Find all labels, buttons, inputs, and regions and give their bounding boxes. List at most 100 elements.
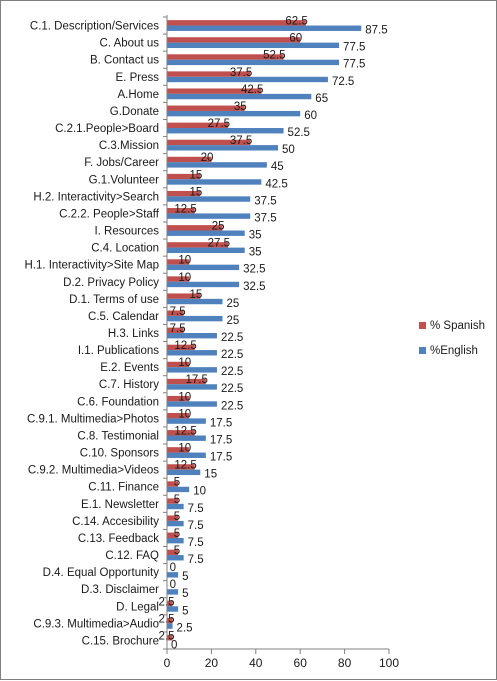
- data-label-english: 77.5: [343, 59, 365, 71]
- data-label-english: 5: [182, 605, 188, 617]
- bar-english: [167, 162, 267, 168]
- category-label: C.9.3. Multimedia>Audio: [33, 618, 159, 630]
- data-label-english: 17.5: [210, 434, 232, 446]
- bar-english: [167, 555, 184, 561]
- data-label-english: 22.5: [221, 383, 243, 395]
- bar-spanish: [167, 310, 184, 316]
- category-label: E. Press: [116, 72, 160, 84]
- legend: % Spanish %English: [419, 320, 485, 357]
- bar-spanish: [167, 71, 251, 77]
- category-label: E.2. Events: [100, 362, 159, 374]
- bar-english: [167, 247, 245, 253]
- data-labels-group: 62.587.56077.552.577.537.572.542.5653560…: [159, 16, 388, 652]
- category-label: D. Legal: [116, 601, 159, 613]
- bars-group: [167, 20, 362, 641]
- bar-spanish: [167, 190, 201, 197]
- data-label-spanish: 10: [178, 272, 191, 284]
- data-label-english: 22.5: [221, 400, 243, 412]
- bar-spanish: [167, 105, 245, 111]
- data-label-english: 37.5: [254, 212, 276, 224]
- data-label-spanish: 15: [190, 289, 203, 301]
- data-label-english: 7.5: [188, 520, 204, 532]
- data-label-spanish: 5: [174, 545, 180, 557]
- data-label-english: 45: [271, 161, 284, 173]
- bar-spanish: [167, 532, 179, 538]
- data-label-spanish: 15: [190, 169, 203, 181]
- category-label: I.1. Publications: [78, 345, 159, 357]
- category-label: C.9.2. Multimedia>Videos: [28, 465, 159, 477]
- data-label-spanish: 42.5: [241, 84, 263, 96]
- data-label-english: 17.5: [210, 417, 232, 429]
- data-label-english: 5: [182, 571, 188, 583]
- data-label-english: 32.5: [243, 281, 265, 293]
- data-label-spanish: 20: [201, 152, 214, 164]
- bar-english: [167, 333, 217, 339]
- data-label-english: 22.5: [221, 332, 243, 344]
- category-label: A.Home: [117, 89, 159, 101]
- category-label: C.13. Feedback: [78, 533, 159, 545]
- category-label: C.7. History: [99, 379, 159, 391]
- bar-english: [167, 213, 251, 219]
- data-label-english: 60: [304, 110, 317, 122]
- category-label: C.12. FAQ: [105, 550, 159, 562]
- data-label-english: 35: [249, 247, 262, 259]
- bar-english: [167, 230, 245, 236]
- data-label-english: 15: [204, 469, 217, 481]
- data-label-english: 32.5: [243, 264, 265, 276]
- bar-english: [167, 264, 240, 271]
- bar-spanish: [167, 498, 179, 504]
- category-label: D.1. Terms of use: [69, 294, 159, 306]
- bar-spanish: [167, 413, 190, 419]
- data-label-spanish: 37.5: [230, 67, 252, 79]
- data-label-spanish: 10: [178, 408, 191, 420]
- data-label-english: 42.5: [265, 178, 287, 190]
- bar-spanish: [167, 293, 201, 299]
- category-label: H.1. Interactivity>Site Map: [24, 260, 159, 272]
- x-tick-label: 20: [205, 656, 219, 670]
- category-label: D.3. Disclaimer: [81, 584, 159, 596]
- bar-spanish: [167, 344, 195, 351]
- data-label-english: 35: [249, 230, 262, 242]
- data-label-english: 22.5: [221, 349, 243, 361]
- data-label-english: 65: [315, 93, 328, 105]
- data-label-english: 7.5: [188, 503, 204, 515]
- bar-spanish: [167, 617, 173, 624]
- bar-english: [167, 196, 251, 202]
- data-label-english: 2.5: [177, 622, 193, 634]
- bar-english: [167, 367, 217, 373]
- bar-english: [167, 93, 312, 100]
- data-label-english: 10: [193, 486, 206, 498]
- data-label-spanish: 15: [190, 186, 203, 198]
- category-label: F. Jobs/Career: [84, 157, 159, 169]
- category-label: C.11. Finance: [88, 482, 159, 494]
- data-label-english: 52.5: [288, 127, 310, 139]
- bar-spanish: [167, 54, 284, 60]
- category-label: G.Donate: [110, 106, 159, 118]
- data-label-english: 87.5: [365, 25, 387, 37]
- x-tick-label: 60: [294, 656, 308, 670]
- category-label: C.9.1. Multimedia>Photos: [27, 413, 159, 425]
- bar-spanish: [167, 242, 229, 248]
- data-label-spanish: 0: [170, 579, 176, 591]
- data-label-spanish: 25: [212, 221, 225, 233]
- data-label-spanish: 10: [178, 443, 191, 455]
- category-label: D.4. Equal Opportunity: [43, 567, 160, 579]
- data-label-english: 7.5: [188, 554, 204, 566]
- data-label-english: 72.5: [332, 76, 354, 88]
- bar-english: [167, 281, 240, 288]
- category-labels-group: C.1. Description/Services C. About us B. C…: [24, 21, 159, 648]
- bar-english: [167, 606, 179, 612]
- category-label: B. Contact us: [90, 55, 159, 67]
- bar-english: [167, 25, 362, 31]
- bar-english: [167, 503, 184, 510]
- data-label-english: 25: [227, 298, 240, 310]
- bar-spanish: [167, 225, 223, 231]
- bar-spanish: [167, 276, 190, 282]
- axes-group: 0 20 40 60 80 100: [163, 15, 399, 670]
- category-label: C.3.Mission: [99, 140, 159, 152]
- bar-english: [167, 572, 179, 578]
- bar-english: [167, 537, 184, 544]
- data-label-english: 5: [182, 588, 188, 600]
